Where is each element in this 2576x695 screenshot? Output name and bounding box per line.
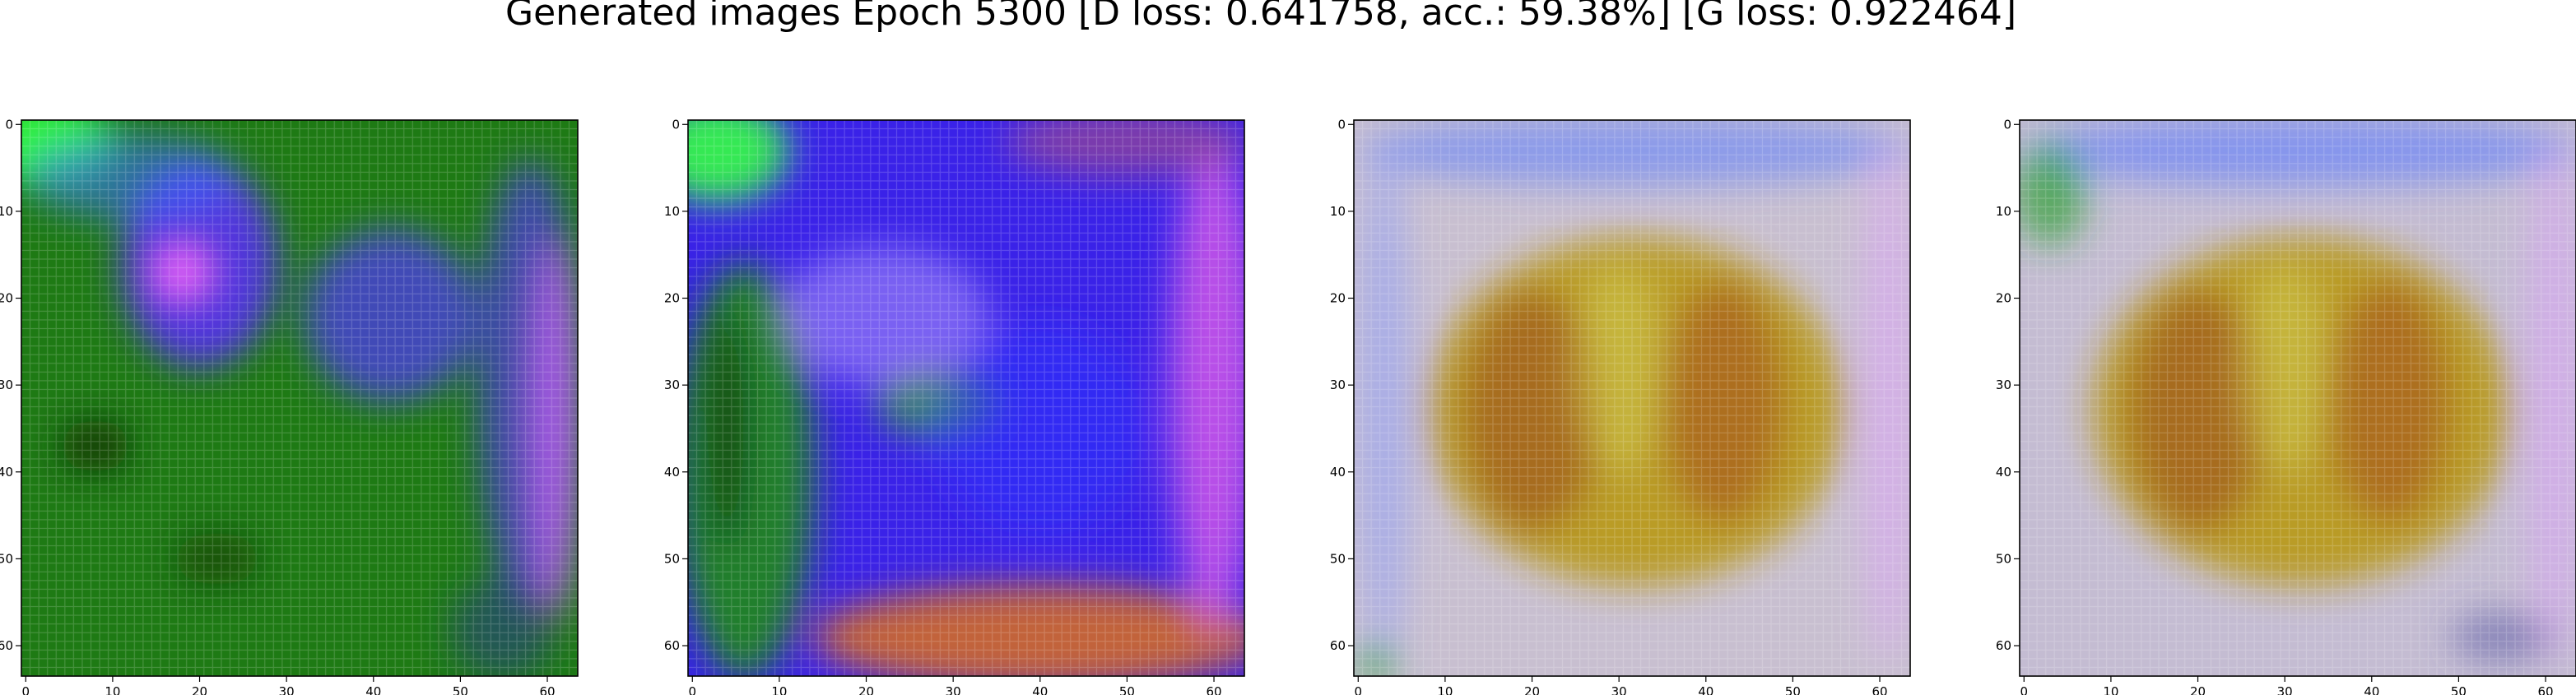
x-tick-label: 30 — [946, 684, 961, 695]
axes-frame — [1353, 119, 1911, 677]
image-panel-2: 0 10 20 30 40 50 60 0 10 20 30 40 50 60 — [664, 117, 1245, 695]
y-tick-label: 0 — [5, 117, 13, 132]
y-tick-label: 30 — [1330, 378, 1346, 392]
y-tick-label: 40 — [1330, 465, 1346, 480]
x-tick-label: 0 — [2020, 684, 2029, 695]
x-tick-label: 50 — [1785, 684, 1801, 695]
y-tick-label: 10 — [1330, 204, 1346, 219]
x-tick-label: 50 — [1119, 684, 1135, 695]
x-tick-label: 60 — [539, 684, 555, 695]
y-tick-label: 40 — [1996, 465, 2011, 480]
y-tick-label: 20 — [664, 291, 680, 306]
x-tick-label: 20 — [858, 684, 874, 695]
y-tick-label: 40 — [664, 465, 680, 480]
x-tick-label: 30 — [1611, 684, 1627, 695]
x-tick-label: 0 — [22, 684, 30, 695]
x-tick-label: 10 — [2103, 684, 2118, 695]
generated-image — [21, 120, 578, 676]
image-panel-3: 0 10 20 30 40 50 60 0 10 20 30 40 50 60 — [1330, 117, 1911, 695]
y-tick-label: 0 — [1337, 117, 1346, 132]
x-tick-label: 0 — [689, 684, 697, 695]
pixel-grid — [1354, 120, 1910, 676]
y-tick-label: 50 — [664, 551, 680, 566]
x-tick-label: 60 — [1872, 684, 1887, 695]
x-tick-label: 10 — [1437, 684, 1453, 695]
y-tick-label: 60 — [1330, 638, 1346, 653]
y-tick-label: 30 — [664, 378, 680, 392]
y-tick-label: 20 — [1330, 291, 1346, 306]
x-tick-label: 40 — [1698, 684, 1713, 695]
axes-frame — [21, 119, 579, 677]
x-tick-label: 40 — [2364, 684, 2379, 695]
x-tick-label: 20 — [192, 684, 207, 695]
y-tick-label: 40 — [0, 465, 13, 480]
y-tick-label: 60 — [664, 638, 680, 653]
y-tick-label: 60 — [0, 638, 13, 653]
y-tick-label: 30 — [1996, 378, 2011, 392]
y-tick-label: 0 — [672, 117, 680, 132]
generated-image — [1354, 120, 1910, 676]
x-tick-label: 60 — [1206, 684, 1221, 695]
x-tick-label: 20 — [2190, 684, 2206, 695]
generated-image — [2020, 120, 2576, 676]
generated-image — [688, 120, 1244, 676]
y-tick-label: 50 — [1330, 551, 1346, 566]
image-panel-4: 0 10 20 30 40 50 60 0 10 20 30 40 50 60 — [1996, 117, 2576, 695]
figure-title: Generated images Epoch 5300 [D loss: 0.6… — [505, 0, 2016, 34]
x-tick-label: 40 — [365, 684, 381, 695]
axes-frame — [2019, 119, 2576, 677]
x-tick-label: 30 — [279, 684, 295, 695]
y-tick-label: 20 — [1996, 291, 2011, 306]
y-tick-label: 30 — [0, 378, 13, 392]
y-tick-label: 20 — [0, 291, 13, 306]
x-tick-label: 10 — [105, 684, 120, 695]
image-panel-1: 0 10 20 30 40 50 60 0 10 20 30 40 50 60 — [0, 117, 579, 695]
pixel-grid — [2020, 120, 2576, 676]
y-tick-label: 10 — [1996, 204, 2011, 219]
y-tick-label: 50 — [0, 551, 13, 566]
y-tick-label: 10 — [0, 204, 13, 219]
x-tick-label: 10 — [771, 684, 787, 695]
x-tick-label: 0 — [1355, 684, 1363, 695]
y-tick-label: 50 — [1996, 551, 2011, 566]
y-tick-label: 0 — [2003, 117, 2011, 132]
x-tick-label: 20 — [1524, 684, 1540, 695]
x-tick-label: 50 — [2451, 684, 2467, 695]
y-tick-label: 60 — [1996, 638, 2011, 653]
x-tick-label: 60 — [2537, 684, 2553, 695]
y-tick-label: 10 — [664, 204, 680, 219]
x-tick-label: 40 — [1032, 684, 1048, 695]
x-tick-label: 50 — [453, 684, 468, 695]
pixel-grid — [688, 120, 1244, 676]
axes-frame — [687, 119, 1245, 677]
x-tick-label: 30 — [2277, 684, 2293, 695]
pixel-grid — [21, 120, 578, 676]
